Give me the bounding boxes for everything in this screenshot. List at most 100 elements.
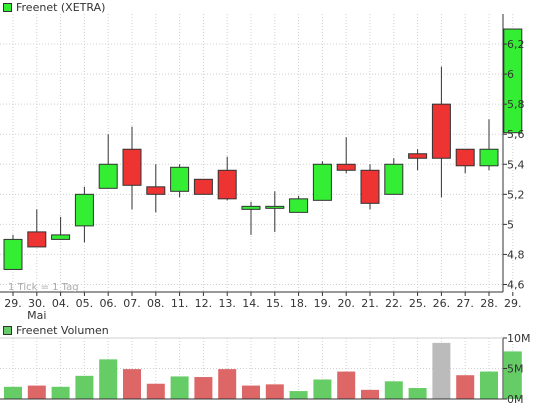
x-tick-label: 07. [123,297,141,310]
candle [146,164,166,213]
x-tick-label: 15. [266,297,284,310]
x-tick-label: 27. [456,297,474,310]
candle [217,156,237,201]
candle [455,148,475,174]
x-tick-label: 22. [385,297,403,310]
candle-body [74,193,94,227]
volume-legend: Freenet Volumen [3,324,109,337]
price-y-tick-label: 5,6 [507,128,525,141]
price-y-tick-labels: 4,6 4,8 5 5,2 5,4 5,6 5,8 6 6,2 [507,38,525,291]
volume-bar [4,386,22,399]
watermark-text: 1 Tick = 1 Tag [8,282,79,293]
volume-bar [480,371,498,399]
price-y-tick-label: 6 [507,68,514,81]
x-tick-label: 21. [361,297,379,310]
volume-bar [503,351,522,399]
volume-bar [337,371,356,399]
candle-body [408,153,428,159]
x-tick-labels: 29. 30. 04. 05. 06. 07. 08. 11. 12. 13. 14. 15. 18. 1… [4,297,521,322]
x-tick-label: 05. [76,297,94,310]
x-tick-label: 12. [195,297,213,310]
candle [503,28,523,134]
candle-body [146,186,166,195]
candle-body [336,163,356,171]
volume-y-tick-label: 10M [507,332,531,345]
volume-bar [242,385,260,399]
candle [289,195,309,213]
candle-body [503,28,523,134]
candle-body [98,163,118,189]
x-sublabel-month: Mai [27,309,46,322]
candle [384,158,404,195]
x-tick-label: 11. [171,297,189,310]
candle [360,164,380,210]
candle-body [122,148,142,186]
candle [27,209,47,248]
volume-bar [51,386,70,399]
candle-body [265,205,285,209]
candle-body [455,148,475,167]
volume-y-tick-labels: 0M 5M 10M [507,332,531,406]
candle-body [360,169,380,204]
candle [3,234,23,270]
volume-bar [218,369,237,399]
volume-bar [361,389,379,399]
price-y-tick-label: 5,8 [507,98,525,111]
volume-bar [27,385,46,399]
volume-bar [170,376,189,399]
x-tick-label: 30. [28,297,46,310]
volume-bar [289,391,308,399]
candle [193,178,213,195]
candle-body [193,178,213,195]
x-tick-label: 13. [218,297,236,310]
candle [265,191,285,232]
candle-body [431,103,451,159]
candle [336,137,356,174]
candle [479,119,499,171]
candle-body [27,231,47,248]
volume-bar [99,359,118,399]
price-y-tick-label: 6,2 [507,38,525,51]
x-tick-label: 29. [504,297,522,310]
price-legend: Freenet (XETRA) [3,1,105,14]
x-tick-label: 26. [433,297,451,310]
volume-legend-label: Freenet Volumen [16,324,109,337]
candle-body [312,163,332,201]
candle [431,66,451,198]
candle [170,164,190,198]
price-legend-swatch [3,3,12,12]
volume-y-tick-label: 5M [507,363,524,376]
x-tick-label: 19. [314,297,332,310]
volume-axes [0,337,507,400]
volume-bar [265,384,284,399]
candle-body [289,198,309,213]
volume-bar [384,381,403,399]
volume-bar [313,379,332,399]
price-legend-label: Freenet (XETRA) [16,1,106,14]
candle [312,161,332,201]
price-y-tick-label: 4,6 [507,278,525,291]
price-axes [0,14,514,296]
volume-bar [194,377,213,399]
price-y-tick-label: 5 [507,218,514,231]
x-tick-label: 28. [480,297,498,310]
volume-y-tick-label: 0M [507,393,524,406]
candle-body [241,205,261,210]
price-y-tick-label: 5,2 [507,188,525,201]
volume-bar [123,369,141,399]
x-tick-label: 04. [52,297,70,310]
x-tick-label: 25. [409,297,427,310]
x-tick-label: 14. [242,297,260,310]
candle-body [217,169,237,200]
candle [408,149,428,171]
candle [74,186,94,243]
candle-body [3,238,23,270]
x-tick-label: 08. [147,297,165,310]
volume-bars [4,342,522,399]
volume-bar [456,375,475,399]
price-y-tick-label: 4,8 [507,248,525,261]
candle [51,216,71,240]
volume-bar [432,342,451,399]
volume-legend-swatch [3,326,12,335]
